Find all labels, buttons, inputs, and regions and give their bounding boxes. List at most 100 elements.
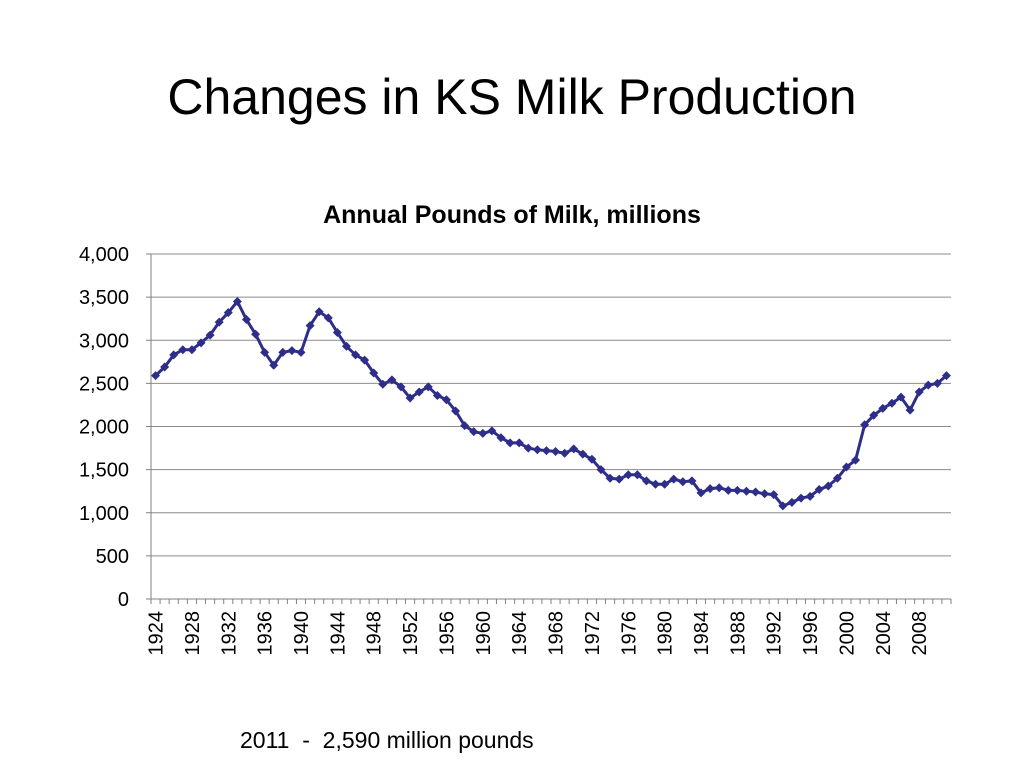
data-point: [860, 420, 870, 430]
data-point: [251, 329, 261, 339]
data-point: [305, 321, 315, 331]
data-point: [314, 307, 324, 317]
data-point: [151, 371, 161, 381]
series-line: [154, 299, 948, 508]
data-point: [523, 443, 533, 453]
x-tick-label: 1968: [546, 611, 568, 656]
y-tick-label: 2,000: [79, 417, 129, 439]
data-point: [751, 487, 761, 497]
data-point: [241, 315, 251, 325]
data-point: [560, 448, 570, 458]
data-point: [723, 485, 733, 495]
x-tick-label: 1976: [618, 611, 640, 656]
data-point: [696, 488, 706, 498]
data-point: [405, 393, 415, 403]
data-point: [769, 490, 779, 500]
data-point: [651, 479, 661, 489]
x-tick-label: 2004: [873, 611, 895, 656]
data-point: [387, 375, 397, 385]
data-point: [478, 428, 488, 438]
data-point: [178, 345, 188, 355]
y-tick-label: 1,000: [79, 503, 129, 525]
data-point: [205, 330, 215, 340]
y-tick-label: 4,000: [79, 244, 129, 266]
x-tick-label: 2008: [909, 611, 931, 656]
data-point: [587, 454, 597, 464]
data-point: [223, 308, 233, 318]
data-point: [187, 345, 197, 355]
data-point: [514, 438, 524, 448]
data-point: [296, 347, 306, 357]
data-point: [878, 403, 888, 413]
y-tick-label: 3,500: [79, 287, 129, 309]
data-point: [796, 493, 806, 503]
data-point: [214, 317, 224, 327]
data-point: [469, 427, 479, 437]
data-point: [569, 444, 579, 454]
data-point: [832, 473, 842, 483]
data-point: [369, 368, 379, 378]
data-point: [669, 474, 679, 484]
data-point: [914, 387, 924, 397]
data-point: [423, 382, 433, 392]
x-tick-label: 1984: [691, 611, 713, 656]
data-point: [451, 406, 461, 416]
data-point: [823, 481, 833, 491]
data-point: [687, 476, 697, 486]
data-point: [160, 362, 170, 372]
x-tick-label: 1956: [436, 611, 458, 656]
data-point: [278, 347, 288, 357]
data-point: [441, 395, 451, 405]
x-tick-label: 1988: [727, 611, 749, 656]
data-point: [396, 382, 406, 392]
x-tick-label: 1972: [582, 611, 604, 656]
data-point: [196, 338, 206, 348]
y-tick-label: 1,500: [79, 460, 129, 482]
x-tick-label: 1952: [400, 611, 422, 656]
data-point: [505, 438, 515, 448]
data-point: [905, 405, 915, 415]
data-point: [732, 485, 742, 495]
data-point: [705, 484, 715, 494]
data-point: [869, 410, 879, 420]
data-point: [714, 483, 724, 493]
data-point: [332, 327, 342, 337]
data-point: [341, 341, 351, 351]
data-point: [814, 484, 824, 494]
x-tick-label: 1992: [764, 611, 786, 656]
data-point: [460, 421, 470, 431]
data-point: [414, 387, 424, 397]
data-point: [378, 379, 388, 389]
data-point: [932, 378, 942, 388]
x-tick-label: 1932: [218, 611, 240, 656]
y-tick-labels: 0 500 1,000 1,500 2,000 2,500 3,000 3,500 4,000: [79, 244, 129, 611]
x-tick-label: 1944: [327, 611, 349, 656]
data-point: [632, 470, 642, 480]
data-point: [741, 486, 751, 496]
x-tick-label: 2000: [836, 611, 858, 656]
data-point: [841, 462, 851, 472]
data-point: [169, 350, 179, 360]
data-point: [596, 465, 606, 475]
data-point: [887, 398, 897, 408]
data-point: [923, 380, 933, 390]
data-point: [678, 477, 688, 487]
y-tick-label: 3,000: [79, 330, 129, 352]
data-point: [614, 474, 624, 484]
x-tick-label: 1924: [146, 611, 168, 656]
gridlines: [151, 253, 951, 557]
series-milk-production: [151, 296, 951, 511]
y-tick-label: 2,500: [79, 373, 129, 395]
x-tick-label: 1960: [473, 611, 495, 656]
data-point: [787, 497, 797, 507]
x-tick-label: 1936: [255, 611, 277, 656]
data-point: [578, 449, 588, 459]
data-point: [551, 447, 561, 457]
data-point: [323, 313, 333, 323]
data-point: [851, 455, 861, 465]
data-point: [432, 390, 442, 400]
data-point: [805, 491, 815, 501]
data-point: [641, 476, 651, 486]
data-point: [605, 473, 615, 483]
